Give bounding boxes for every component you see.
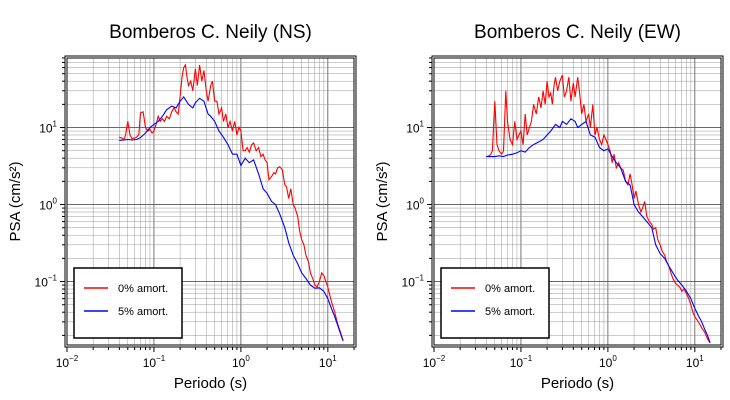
- y-tick-label: 100: [406, 197, 424, 213]
- legend: 0% amort. 5% amort.: [73, 267, 183, 339]
- series-line-blue: [486, 118, 711, 343]
- chart-panel-ns: 10−2 10−1 100 101 10−1 100 101 Bomberos C. Neil…: [7, 22, 357, 392]
- y-tick-label: 100: [39, 197, 57, 213]
- legend-label: 0% amort.: [118, 283, 168, 295]
- x-tick-label: 10−2: [423, 354, 446, 370]
- legend-label: 5% amort.: [118, 306, 168, 318]
- y-axis-label: PSA (cm/s²): [7, 161, 24, 241]
- x-axis-label: Periodo (s): [541, 375, 614, 392]
- y-tick-label: 101: [39, 120, 57, 136]
- chart-title: Bomberos C. Neily (NS): [109, 22, 312, 43]
- legend: 0% amort. 5% amort.: [440, 267, 550, 339]
- x-axis-label: Periodo (s): [174, 375, 247, 392]
- plot-frame-outer: [431, 55, 724, 348]
- legend-label: 0% amort.: [485, 283, 535, 295]
- legend-label: 5% amort.: [485, 306, 535, 318]
- y-axis-label: PSA (cm/s²): [374, 161, 391, 241]
- x-tick-label: 101: [686, 354, 704, 370]
- x-tick-label: 100: [232, 354, 250, 370]
- x-tick-label: 100: [599, 354, 617, 370]
- legend-box: [440, 267, 550, 339]
- series-line-blue: [119, 95, 344, 341]
- x-tick-label: 10−1: [143, 354, 166, 370]
- x-tick-label: 10−1: [510, 354, 533, 370]
- plot-frame: [66, 57, 355, 346]
- x-tick-label: 101: [319, 354, 337, 370]
- y-tick-label: 10−1: [402, 274, 425, 290]
- y-tick-label: 10−1: [35, 274, 58, 290]
- plot-frame-outer: [64, 55, 357, 348]
- chart-panel-ew: 10−2 10−1 100 101 10−1 100 101 Bomberos C. Neil…: [374, 22, 724, 392]
- y-tick-label: 101: [406, 120, 424, 136]
- x-tick-label: 10−2: [56, 354, 79, 370]
- plot-frame: [433, 57, 722, 346]
- grid: [66, 57, 355, 345]
- legend-box: [73, 267, 183, 339]
- chart-title: Bomberos C. Neily (EW): [474, 22, 681, 43]
- series-line-red: [119, 63, 344, 341]
